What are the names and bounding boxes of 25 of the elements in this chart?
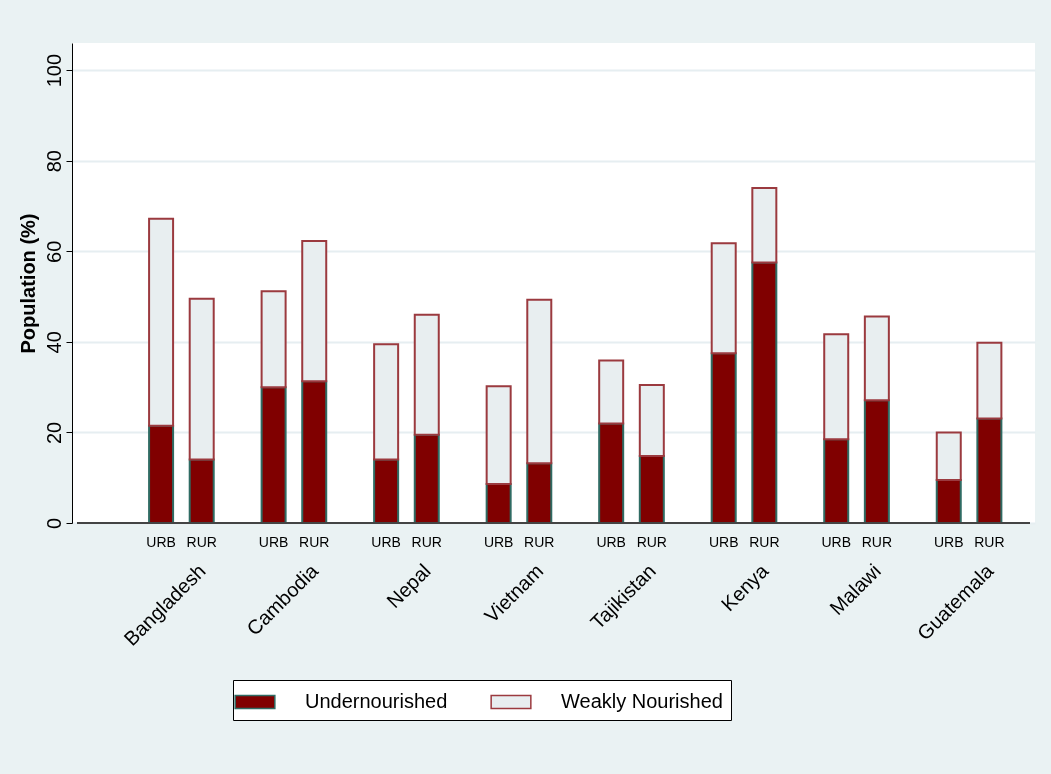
y-tick-label: 100: [42, 53, 65, 88]
x-tick-label: RUR: [636, 534, 667, 550]
y-tick-label: 80: [42, 150, 65, 173]
x-tick-label: URB: [483, 534, 514, 550]
x-tick-label: URB: [933, 534, 964, 550]
x-tick-label: RUR: [411, 534, 442, 550]
y-tick-label: 0: [42, 517, 65, 530]
x-tick-label: URB: [371, 534, 401, 550]
y-tick-label: 60: [42, 240, 65, 263]
y-tick-label: 40: [42, 331, 65, 354]
x-tick-label: URB: [708, 534, 739, 550]
x-tick-label: RUR: [749, 534, 780, 550]
x-tick-label: RUR: [524, 534, 555, 550]
y-axis-title: Population (%): [16, 213, 39, 354]
x-tick-label: RUR: [974, 534, 1005, 550]
x-tick-label: URB: [146, 534, 176, 550]
x-tick-label: RUR: [299, 534, 330, 550]
legend-label: Weakly Nourished: [561, 690, 723, 712]
x-tick-label: RUR: [186, 534, 217, 550]
x-tick-label: URB: [596, 534, 626, 550]
x-tick-label: RUR: [861, 534, 893, 550]
legend-label: Undernourished: [305, 690, 448, 712]
x-tick-label: URB: [821, 534, 852, 550]
y-tick-label: 20: [42, 421, 65, 445]
x-tick-label: URB: [258, 534, 289, 550]
